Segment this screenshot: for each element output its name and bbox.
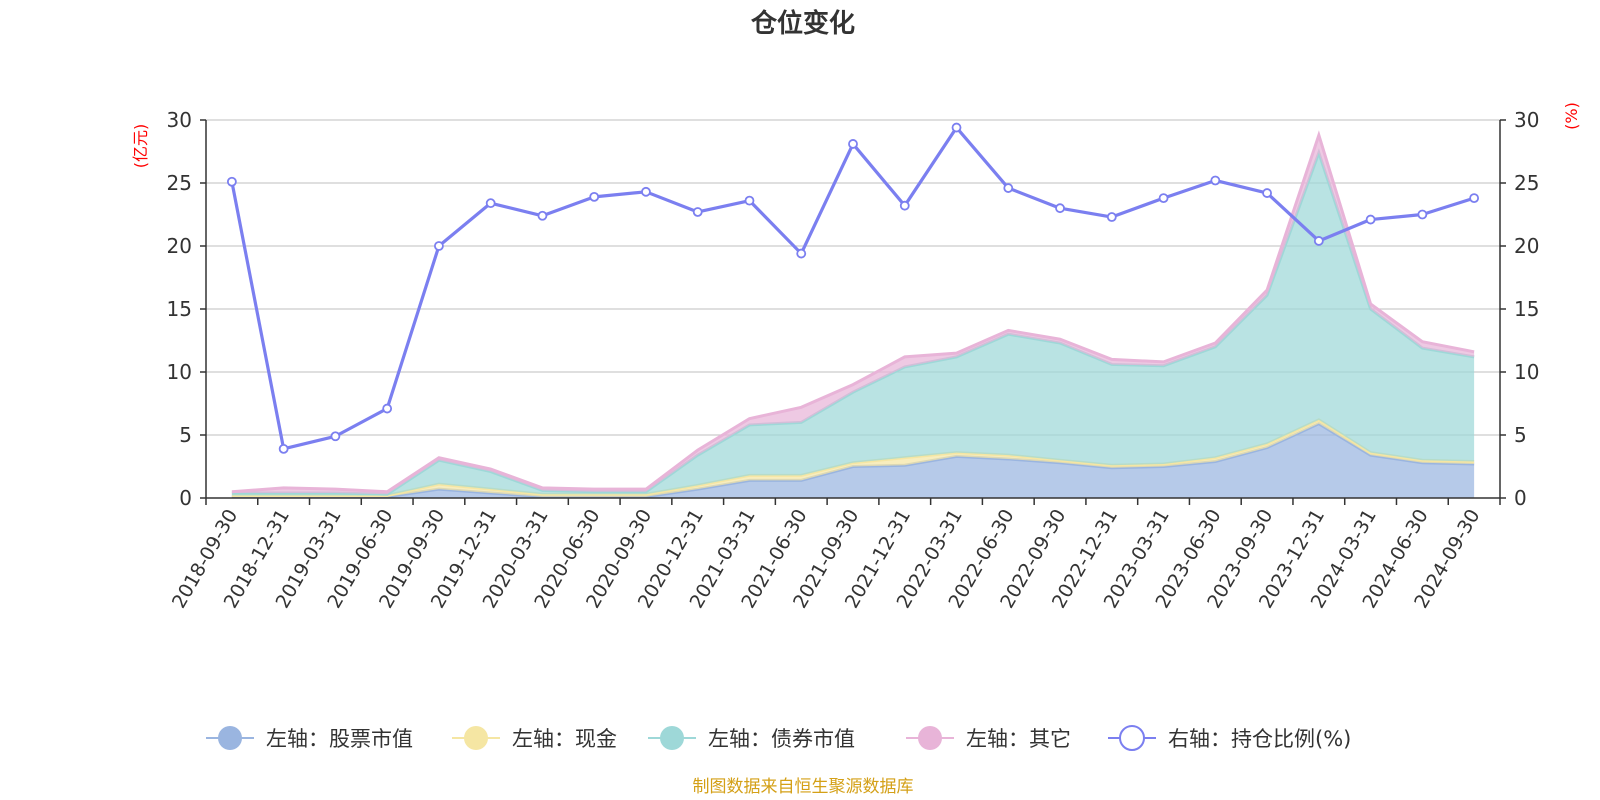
right-tick-label-30: 30: [1514, 108, 1539, 132]
ratio-point-2019-12-31[interactable]: [485, 198, 496, 209]
left-tick-label-25: 25: [167, 171, 192, 195]
legend-label-右轴：持仓比例(%)[interactable]: 右轴：持仓比例(%): [1168, 727, 1351, 751]
left-tick-label-5: 5: [179, 423, 192, 447]
right-tick-label-25: 25: [1514, 171, 1539, 195]
ratio-point-2020-09-30[interactable]: [641, 186, 651, 197]
legend-label-左轴：股票市值[interactable]: 左轴：股票市值: [266, 727, 413, 751]
ratio-point-2022-09-30[interactable]: [1055, 203, 1065, 214]
legend-marker-左轴：债券市值[interactable]: [660, 726, 684, 750]
ratio-point-2020-03-31[interactable]: [537, 210, 548, 221]
ratio-point-2019-06-30[interactable]: [382, 403, 393, 414]
right-tick-label-15: 15: [1514, 297, 1539, 321]
source-note: 制图数据来自恒生聚源数据库: [693, 777, 914, 797]
legend-marker-左轴：现金[interactable]: [464, 726, 488, 750]
ratio-point-2022-03-31[interactable]: [951, 122, 962, 133]
right-tick-label-20: 20: [1514, 234, 1539, 258]
right-tick-label-10: 10: [1514, 360, 1539, 384]
ratio-point-2020-12-31[interactable]: [692, 207, 703, 217]
ratio-point-2020-06-30[interactable]: [589, 191, 600, 202]
area-左轴：现金: [231, 419, 1475, 497]
left-axis-unit: (亿元): [131, 124, 150, 169]
left-tick-label-30: 30: [167, 108, 192, 132]
right-axis-unit: (%): [1562, 102, 1581, 130]
ratio-point-2023-03-31[interactable]: [1158, 193, 1169, 204]
ratio-point-2021-09-30[interactable]: [848, 139, 858, 149]
ratio-point-2021-12-31[interactable]: [899, 200, 910, 211]
left-tick-label-0: 0: [179, 486, 192, 510]
ratio-point-2018-12-31[interactable]: [278, 443, 289, 454]
ratio-point-2018-09-30[interactable]: [226, 176, 237, 187]
ratio-point-2024-03-31[interactable]: [1365, 214, 1376, 225]
legend-label-左轴：其它[interactable]: 左轴：其它: [966, 727, 1071, 751]
ratio-point-2023-06-30[interactable]: [1210, 175, 1221, 186]
legend[interactable]: 左轴：股票市值 左轴：现金 左轴：债券市值 左轴：其它 右轴：持仓比例(%): [206, 725, 1351, 751]
legend-label-左轴：债券市值[interactable]: 左轴：债券市值: [708, 727, 855, 751]
right-tick-label-0: 0: [1514, 486, 1527, 510]
left-tick-label-20: 20: [167, 234, 192, 258]
chart-title: 仓位变化: [750, 8, 855, 39]
ratio-line-series: [226, 122, 1480, 454]
area-左轴：债券市值: [231, 152, 1475, 496]
ratio-point-2021-03-31[interactable]: [744, 195, 755, 206]
ratio-point-2022-12-31[interactable]: [1106, 212, 1117, 222]
ratio-point-2024-09-30[interactable]: [1469, 193, 1480, 204]
ratio-point-2022-06-30[interactable]: [1003, 183, 1014, 193]
area-edge-左轴：其它: [231, 130, 1475, 494]
legend-marker-右轴：持仓比例(%)[interactable]: [1119, 725, 1145, 751]
right-tick-label-5: 5: [1514, 423, 1527, 447]
legend-marker-左轴：股票市值[interactable]: [218, 726, 242, 750]
ratio-point-2023-09-30[interactable]: [1262, 188, 1272, 198]
legend-label-左轴：现金[interactable]: 左轴：现金: [512, 727, 617, 751]
ratio-point-2021-06-30[interactable]: [796, 248, 807, 259]
ratio-point-2024-06-30[interactable]: [1417, 209, 1428, 220]
ratio-point-2023-12-31[interactable]: [1313, 236, 1324, 246]
ratio-point-2019-03-31[interactable]: [330, 431, 341, 442]
area-左轴：股票市值: [231, 423, 1475, 498]
ratio-point-2019-09-30[interactable]: [434, 241, 444, 251]
left-tick-label-10: 10: [167, 360, 192, 384]
legend-marker-左轴：其它[interactable]: [918, 726, 942, 750]
stacked-areas: [231, 130, 1475, 499]
left-tick-label-15: 15: [167, 297, 192, 321]
